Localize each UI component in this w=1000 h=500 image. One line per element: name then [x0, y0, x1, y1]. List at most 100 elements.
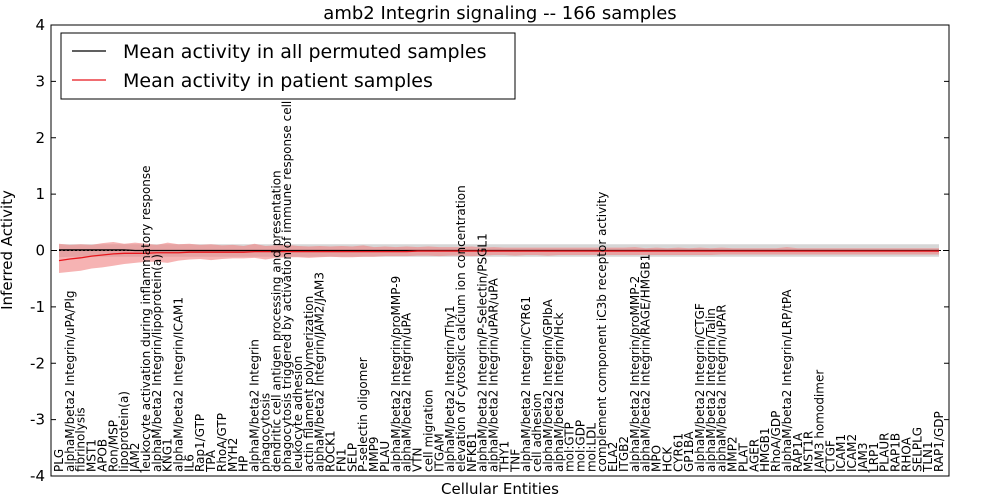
x-category-label: CYR61 [671, 433, 685, 472]
x-category-label: phagocytosis triggered by activation of … [280, 53, 294, 472]
x-category-label: ICAM1 [834, 434, 848, 472]
y-tick-label: -3 [30, 411, 45, 429]
x-category-label: dendritic cell antigen processing and pr… [269, 170, 283, 472]
x-category-label: HP [237, 456, 251, 472]
y-axis-title: Inferred Activity [0, 190, 16, 310]
x-category-label: ROCK1 [324, 430, 338, 472]
x-category-label: RAP1A [791, 432, 805, 472]
x-category-label: fibrinolysis [74, 407, 88, 472]
x-category-label: alphaM/beta2 Integrin/LRP/tPA [780, 289, 794, 472]
x-category-label: alphaM/beta2 Integrin/CYR61 [519, 296, 533, 472]
x-category-label: RHOA [899, 436, 913, 472]
x-category-label: leukocyte adhesion [291, 356, 305, 472]
x-category-label: VTN [411, 447, 425, 472]
x-category-label: Ron/MSP [106, 420, 120, 472]
x-category-label: KNG1 [161, 438, 175, 472]
x-category-label: ICAM2 [845, 434, 859, 472]
x-category-label: alphaM/beta2 Integrin/ICAM1 [172, 297, 186, 472]
x-category-label: MPO [650, 445, 664, 472]
band-patient [59, 242, 939, 274]
x-category-label: HMGB1 [758, 427, 772, 472]
x-category-label: alphaM/beta2 Integrin/RAGE/HMGB1 [639, 254, 653, 472]
x-category-label: alphaM/beta2 Integrin/uPA/Plg [63, 291, 77, 472]
x-category-label: P-selectin oligomer [356, 357, 370, 472]
line-patient [58, 250, 939, 262]
x-category-label: Rap1/GTP [193, 414, 207, 472]
y-tick-label: -4 [30, 467, 45, 485]
x-category-label: lipoprotein(a) [117, 391, 131, 472]
x-category-label: mol:LDL [584, 423, 598, 472]
x-category-label: alphaM/beta2 Integrin/uPAR/uPA [487, 277, 501, 472]
x-category-label: alphaM/beta2 Integrin/GPIbA [541, 298, 555, 472]
x-category-label: MST1R [802, 431, 816, 472]
x-category-label: RhoA/GDP [769, 411, 783, 472]
x-category-label: alphaM/beta2 Integrin [248, 339, 262, 472]
x-category-label: mol:GDP [573, 420, 587, 472]
x-category-label: THY1 [497, 441, 511, 473]
x-category-label: PLAUR [878, 432, 892, 472]
x-category-label: leukocyte activation during inflammatory… [139, 165, 153, 472]
x-category-label: SELP [345, 443, 359, 472]
x-category-label: ITGB2 [617, 436, 631, 472]
x-category-label: alphaM/beta2 Integrin/Hck [552, 312, 566, 472]
x-category-label: alphaM/beta2 Integrin/proMMP-9 [389, 276, 403, 472]
x-category-label: JAM3 homodimer [812, 370, 826, 473]
chart-title: amb2 Integrin signaling -- 166 samples [323, 3, 676, 24]
x-category-label: phagocytosis [258, 393, 272, 472]
x-category-label: HCK [660, 446, 674, 472]
x-axis-title: Cellular Entities [441, 480, 559, 498]
series-lines [58, 249, 939, 262]
x-category-label: MYH2 [226, 438, 240, 472]
y-tick-label: 0 [35, 242, 45, 260]
x-category-label: complement component iC3b receptor activ… [595, 192, 609, 472]
x-category-label: PLAT [736, 443, 750, 472]
y-tick-label: 2 [35, 129, 45, 147]
x-category-label: CTGF [823, 440, 837, 472]
x-category-label: alphaM/beta2 Integrin/Talin [704, 308, 718, 472]
x-category-label: AGER [747, 439, 761, 472]
x-category-label: alphaM/beta2 Integrin/uPA [400, 312, 414, 472]
x-category-label: alphaM/beta2 Integrin/uPAR [715, 304, 729, 472]
x-category-label: RAP1B [889, 433, 903, 472]
legend-label-permuted: Mean activity in all permuted samples [123, 41, 486, 63]
x-category-label: mol:GTP [563, 422, 577, 472]
x-category-label: cell migration [421, 390, 435, 472]
x-category-label: LRP1 [867, 442, 881, 472]
x-category-label: TLN1 [921, 441, 935, 473]
x-category-label: PLG [52, 449, 66, 472]
x-category-label: actin filament polymerization [302, 296, 316, 472]
x-category-label: PLAU [378, 441, 392, 472]
x-category-label: alphaM/beta2 Integrin/P-Selectin/PSGL1 [476, 233, 490, 472]
y-axis-ticks: -4 -3 -2 -1 0 1 2 3 4 [30, 16, 949, 485]
confidence-bands [59, 242, 939, 274]
x-category-label: SELPLG [910, 427, 924, 472]
x-category-label: alphaM/beta2 Integrin/CTGF [693, 303, 707, 472]
legend: Mean activity in all permuted samples Me… [60, 32, 516, 100]
x-category-label: RhoA/GTP [215, 413, 229, 472]
y-tick-label: -1 [30, 298, 45, 316]
x-category-label: JAM3 [856, 442, 870, 473]
x-category-label: IL6 [182, 454, 196, 472]
x-category-label: elevation of cytosolic calcium ion conce… [454, 185, 468, 472]
x-category-label: MMP9 [367, 436, 381, 472]
y-tick-label: 3 [35, 72, 45, 90]
x-category-label: TNF [508, 449, 522, 473]
x-category-label: alphaM/beta2 Integrin/Thy1 [443, 305, 457, 472]
x-category-label: FN1 [334, 448, 348, 472]
legend-box [60, 32, 516, 100]
x-category-label: GP1BA [682, 431, 696, 472]
x-category-label: TPA [204, 449, 218, 473]
x-category-label: alphaM/beta2 Integrin/proMMP-2 [628, 276, 642, 472]
x-category-label: ITGAM [432, 433, 446, 472]
x-category-label: APOB [95, 439, 109, 472]
x-category-label: JAM2 [128, 442, 142, 473]
y-tick-label: -2 [30, 354, 45, 372]
x-category-label: alphaM/beta2 Integrin/lipoprotein(a) [150, 254, 164, 472]
x-category-label: MST1 [85, 439, 99, 472]
x-category-label: alphaM/beta2 Integrin/JAM2/JAM3 [313, 272, 327, 472]
x-category-label: NFKB1 [465, 432, 479, 472]
y-tick-label: 4 [35, 16, 45, 34]
x-category-label: RAP1/GDP [932, 411, 946, 472]
